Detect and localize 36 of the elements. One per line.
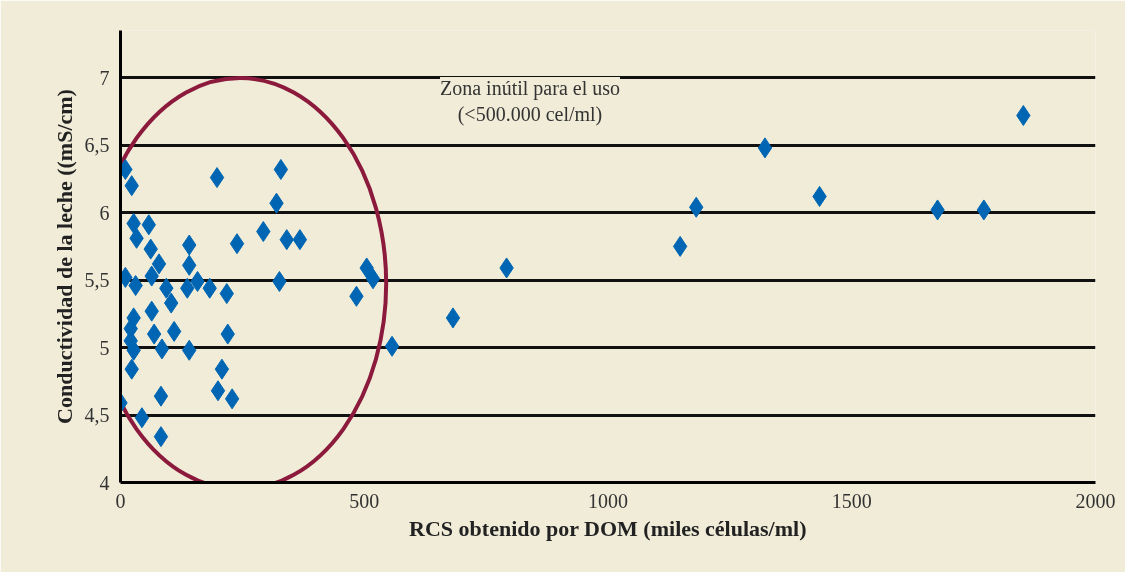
x-tick-label: 0 xyxy=(115,489,126,512)
point xyxy=(757,137,773,159)
point xyxy=(146,323,162,345)
point xyxy=(153,385,169,407)
point xyxy=(154,338,170,360)
y-tick-label: 6 xyxy=(99,201,110,224)
x-tick-label: 500 xyxy=(349,489,380,512)
point xyxy=(1016,105,1031,126)
x-tick-label: 1500 xyxy=(831,489,872,512)
point xyxy=(224,388,240,410)
y-tick-label: 4 xyxy=(99,471,110,494)
point xyxy=(672,235,688,257)
y-tick-label: 7 xyxy=(99,66,110,89)
x-tick-label: 1000 xyxy=(588,489,628,512)
point xyxy=(292,229,308,251)
point xyxy=(210,380,226,402)
point xyxy=(214,358,230,380)
point xyxy=(134,407,150,429)
y-tick-label: 6,5 xyxy=(84,134,110,157)
point xyxy=(273,158,289,180)
y-tick-label: 4,5 xyxy=(84,404,110,427)
point xyxy=(151,253,167,275)
point xyxy=(229,233,245,255)
point xyxy=(976,199,992,221)
point xyxy=(153,426,169,448)
point xyxy=(166,320,182,342)
annotation: Zona inútil para el uso (<500.000 cel/ml) xyxy=(440,77,620,127)
point xyxy=(365,268,381,290)
x-tick-label: 2000 xyxy=(1075,489,1116,512)
y-tick-label: 5,5 xyxy=(84,269,110,292)
y-tick-label: 5 xyxy=(99,336,110,359)
y-axis-title: Conductividad de la leche ((mS/cm) xyxy=(51,89,77,424)
point xyxy=(209,167,225,189)
point xyxy=(445,307,461,329)
x-axis-title: RCS obtenido por DOM (miles células/ml) xyxy=(409,515,807,541)
point xyxy=(384,335,400,357)
